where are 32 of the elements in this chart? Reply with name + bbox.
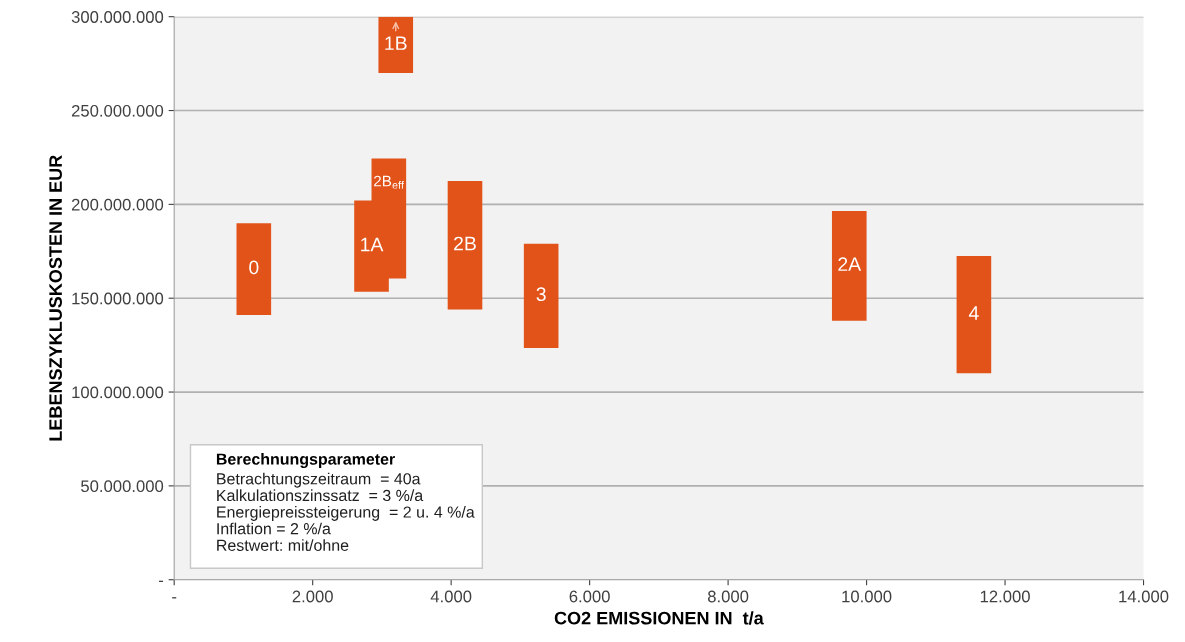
x-tick-label: 12.000: [980, 590, 1030, 603]
y-tick-label: 50.000.000: [81, 480, 164, 493]
y-tick-label: 100.000.000: [72, 386, 164, 399]
bar: [447, 180, 483, 310]
y-axis-title: LEBENSZYKLUSKOSTEN IN EUR: [49, 155, 62, 441]
annotation: 2B: [454, 236, 476, 251]
y-tick-label: 300.000.000: [71, 11, 164, 23]
annotation: 3: [536, 287, 546, 302]
x-tick-label: 2.000: [292, 590, 333, 603]
annotation: 1B: [385, 36, 407, 50]
annotation: Betrachtungszeitraum = 40a Kalkulationszinssatz = 3 %/a Energiepreissteigerung = 2 u. 4 %/a Inflation = 2 %/a Restwert: mit/ohne: [217, 472, 475, 551]
x-tick-label: 14.000: [1119, 590, 1169, 603]
annotation: 2B$_{eff}$: [374, 175, 404, 189]
bar: [378, 16, 414, 73]
y-tick-label: 200.000.000: [71, 198, 164, 211]
annotation: 0: [249, 260, 259, 275]
annotation: 1A: [361, 237, 384, 252]
annotation: 2A: [838, 257, 862, 271]
bar: [236, 223, 272, 316]
y-tick-label: -: [158, 580, 164, 582]
annotation: Berechnungsparameter: [216, 453, 395, 468]
x-tick-label: 8.000: [707, 590, 749, 603]
annotation: 4: [968, 306, 979, 320]
bar: [956, 255, 992, 374]
bar: [831, 210, 867, 321]
bar: [523, 243, 559, 348]
x-tick-label: 6.000: [569, 590, 610, 603]
x-tick-label: 4.000: [430, 590, 472, 603]
y-tick-label: 250.000.000: [71, 104, 164, 117]
x-axis-title: CO2 EMISSIONEN IN t/a: [554, 611, 764, 625]
y-tick-label: 150.000.000: [72, 292, 164, 305]
x-tick-label: 10.000: [842, 590, 892, 603]
